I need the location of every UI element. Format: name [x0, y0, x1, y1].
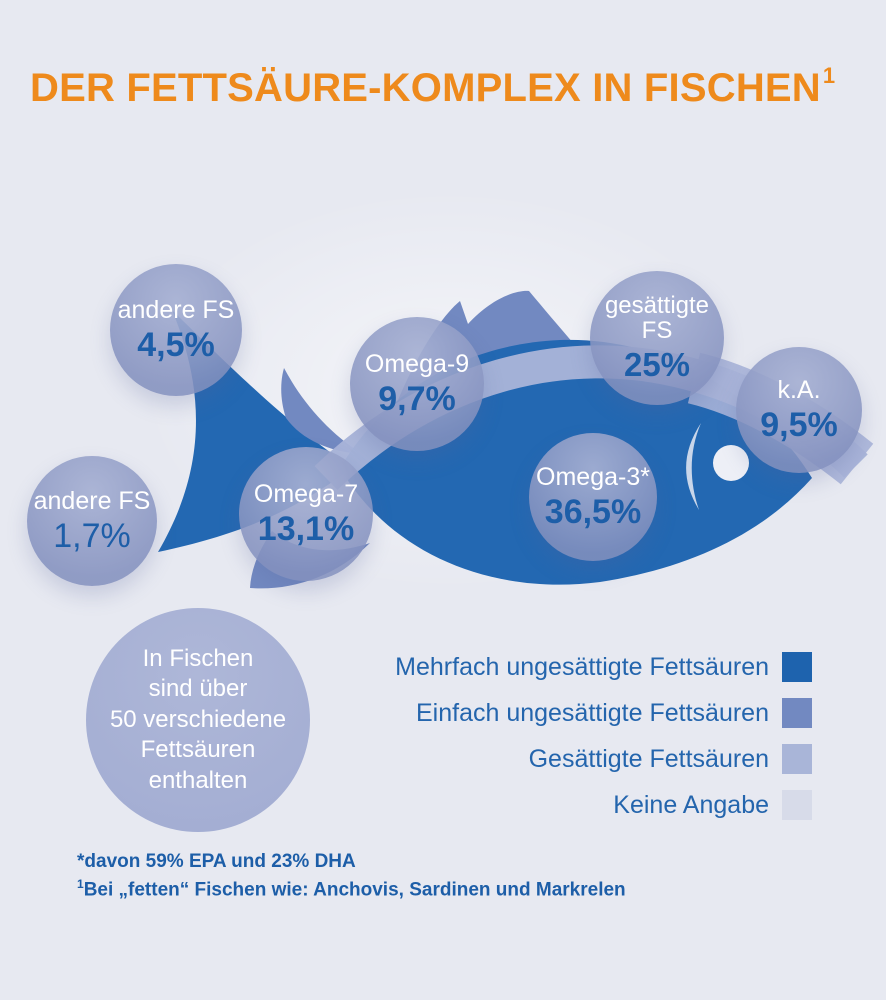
legend-label: Einfach ungesättigte Fettsäuren — [415, 698, 769, 727]
note-line: enthalten — [148, 766, 248, 794]
bubble-keine-angabe: k.A. 9,5% — [736, 347, 862, 473]
legend-item-mehrfach-ungesaettigt: Mehrfach ungesättigte Fettsäuren — [395, 652, 812, 682]
note-line: Fettsäuren — [140, 736, 256, 764]
bubble-label-line2: FS — [641, 317, 673, 345]
bubble-value: 9,7% — [378, 379, 456, 418]
note-line: sind über — [148, 675, 248, 703]
bubble-value: 25% — [623, 345, 691, 383]
bubble-value: 36,5% — [544, 492, 642, 531]
page-title: DER FETTSÄURE-KOMPLEX IN FISCHEN1 — [30, 62, 836, 111]
legend-swatch-mehrfach-ungesaettigt — [782, 652, 812, 682]
bubble-value: 13,1% — [257, 509, 355, 548]
footnote-text: Bei „fetten“ Fischen wie: Anchovis, Sard… — [83, 879, 626, 901]
note-bubble: In Fischen sind über 50 verschiedene Fet… — [86, 608, 310, 832]
legend-swatch-keine-angabe — [782, 790, 812, 820]
bubble-value: 4,5% — [137, 325, 215, 364]
page-title-footnote-marker: 1 — [822, 62, 836, 88]
bubble-value: 9,5% — [760, 405, 838, 444]
legend-label: Gesättigte Fettsäuren — [528, 744, 769, 773]
bubble-omega-7: Omega-7 13,1% — [239, 447, 373, 581]
fish-gill — [686, 423, 701, 510]
fish-pectoral-fin — [281, 368, 362, 454]
bubble-omega-9: Omega-9 9,7% — [350, 317, 484, 451]
bubble-label: gesättigte — [604, 292, 710, 320]
bubble-label: k.A. — [777, 375, 821, 404]
legend-item-keine-angabe: Keine Angabe — [395, 790, 812, 820]
legend-swatch-gesaettigt — [782, 744, 812, 774]
bubble-gesaettigte-fs: gesättigte FS 25% — [590, 271, 724, 405]
bubble-label: andere FS — [117, 295, 235, 324]
legend-item-gesaettigt: Gesättigte Fettsäuren — [395, 744, 812, 774]
legend-swatch-einfach-ungesaettigt — [782, 698, 812, 728]
footnote-marker: 1 — [77, 877, 84, 891]
legend: Mehrfach ungesättigte Fettsäuren Einfach… — [395, 652, 812, 836]
note-line: 50 verschiedene — [109, 705, 287, 733]
legend-label: Keine Angabe — [613, 790, 769, 819]
page-title-text: DER FETTSÄURE-KOMPLEX IN FISCHEN — [30, 66, 821, 110]
bubble-omega-3: Omega-3* 36,5% — [529, 433, 657, 561]
footnote-marker: * — [77, 851, 85, 872]
footnote-fette-fische: 1Bei „fetten“ Fischen wie: Anchovis, Sar… — [77, 873, 626, 901]
legend-label: Mehrfach ungesättigte Fettsäuren — [395, 652, 769, 681]
footnote-text: davon 59% EPA und 23% DHA — [84, 851, 356, 872]
fish-eye — [713, 445, 749, 481]
bubble-label: Omega-9 — [364, 349, 470, 378]
footnotes: *davon 59% EPA und 23% DHA 1Bei „fetten“… — [77, 850, 626, 901]
bubble-label: Omega-3* — [536, 462, 650, 491]
note-line: In Fischen — [142, 644, 254, 672]
bubble-value: 1,7% — [53, 516, 131, 555]
legend-item-einfach-ungesaettigt: Einfach ungesättigte Fettsäuren — [395, 698, 812, 728]
bubble-andere-fs-4-5: andere FS 4,5% — [110, 264, 242, 396]
bubble-label: Omega-7 — [253, 479, 359, 508]
bubble-andere-fs-1-7: andere FS 1,7% — [27, 456, 157, 586]
bubble-label: andere FS — [33, 486, 151, 515]
footnote-epa-dha: *davon 59% EPA und 23% DHA — [77, 850, 626, 873]
